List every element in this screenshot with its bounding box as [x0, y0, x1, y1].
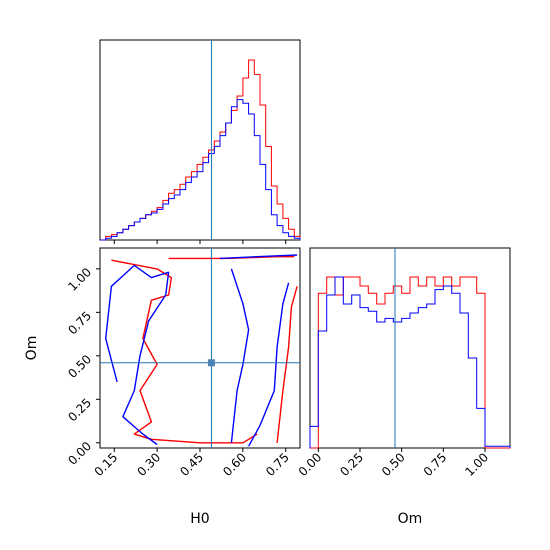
joint-contour-1-2 — [230, 268, 250, 443]
om-marginal-tick-label-2: 0.50 — [379, 450, 408, 479]
joint-frame — [99, 247, 301, 449]
joint-x-tick-label-1: 0.30 — [134, 450, 163, 479]
om-marginal-frame — [309, 247, 511, 449]
h0-axis-label: H0 — [190, 511, 209, 527]
joint-truth-marker — [207, 359, 215, 367]
joint-y-tick-label-1: 0.25 — [65, 396, 94, 425]
om-x-axis-label: Om — [398, 511, 423, 527]
joint-x-tick-label-2: 0.45 — [177, 450, 206, 479]
joint-y-tick-label-4: 1.00 — [65, 265, 94, 294]
om-marginal-histograms — [309, 276, 511, 449]
joint-y-tick-label-3: 0.75 — [65, 309, 94, 338]
om-marginal-tick-label-1: 0.25 — [337, 450, 366, 479]
joint-contour-1-1 — [219, 254, 298, 260]
om-hist-series-1 — [309, 276, 511, 448]
joint-y-tick-label-2: 0.50 — [65, 352, 94, 381]
joint-y-ticks: 0.00 0.25 0.50 0.75 1.00 — [65, 265, 100, 468]
joint-h0-om-panel: 0.15 0.30 0.45 0.60 0.75 0.00 0.25 0.50 0.75 1.0… — [24, 247, 301, 527]
h0-marginal-ticks — [113, 240, 287, 244]
joint-y-tick-label-0: 0.00 — [65, 439, 94, 468]
joint-x-tick-label-0: 0.15 — [92, 450, 121, 479]
joint-contour-1-0 — [104, 264, 170, 446]
om-marginal-tick-label-0: 0.00 — [296, 450, 325, 479]
h0-marginal-frame — [99, 39, 301, 241]
joint-contour-0-0 — [111, 259, 258, 444]
om-marginal-panel: 0.00 0.25 0.50 0.75 1.00 Om — [296, 247, 511, 527]
joint-x-ticks: 0.15 0.30 0.45 0.60 0.75 — [92, 448, 292, 479]
h0-hist-series-0 — [100, 59, 301, 241]
h0-marginal-panel — [99, 39, 301, 244]
joint-contours — [104, 254, 298, 447]
joint-x-tick-label-3: 0.60 — [220, 450, 249, 479]
om-axis-label: Om — [24, 336, 40, 361]
joint-x-tick-label-4: 0.75 — [263, 450, 292, 479]
om-marginal-ticks: 0.00 0.25 0.50 0.75 1.00 — [296, 448, 491, 479]
h0-marginal-histograms — [100, 59, 301, 241]
om-marginal-tick-label-3: 0.75 — [421, 450, 450, 479]
om-marginal-tick-label-4: 1.00 — [462, 450, 491, 479]
h0-hist-series-1 — [100, 99, 301, 241]
om-hist-series-0 — [310, 276, 510, 449]
joint-contour-0-2 — [276, 286, 298, 443]
joint-contour-1-3 — [247, 282, 290, 447]
